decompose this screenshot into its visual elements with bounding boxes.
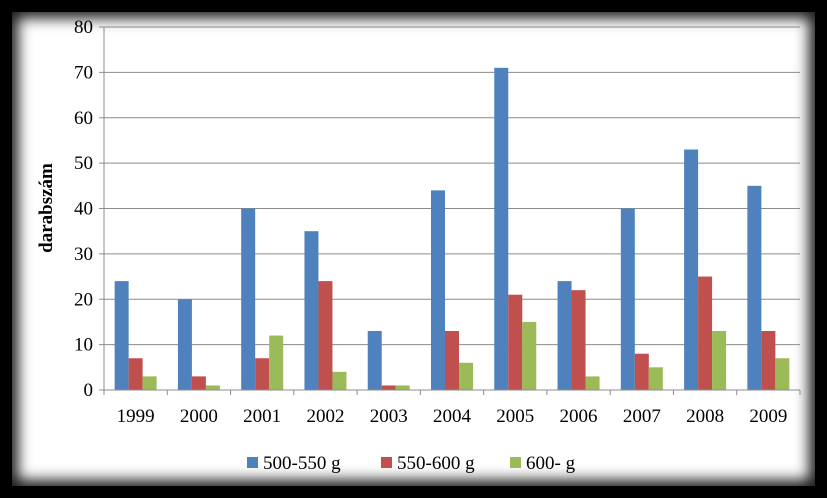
y-tick-label: 30 [74, 244, 93, 265]
bar-500-550-g [177, 299, 192, 390]
legend-item: 600- g [510, 453, 576, 474]
bars [114, 67, 790, 391]
bar-600-g [332, 371, 347, 390]
bar-550-600-g [698, 276, 713, 390]
bar-550-600-g [381, 385, 396, 390]
bar-600-g [712, 331, 727, 390]
bar-500-550-g [557, 281, 572, 390]
y-tick-label: 70 [74, 62, 93, 83]
y-tick-label: 0 [84, 380, 94, 401]
y-tick-labels: 0 10 20 30 40 50 60 70 80 [74, 17, 93, 401]
bar-550-600-g [445, 331, 459, 390]
y-tick-label: 10 [74, 335, 93, 356]
x-tick-label: 2002 [306, 406, 344, 427]
x-tick-label: 2005 [496, 406, 534, 427]
legend: 500-550 g 550-600 g 600- g [247, 453, 576, 474]
x-tick-label: 2004 [433, 406, 472, 427]
bar-550-600-g [761, 331, 776, 390]
legend-item: 550-600 g [381, 453, 475, 474]
bar-550-600-g [571, 290, 586, 390]
legend-swatch [381, 457, 392, 468]
legend-swatch [247, 457, 258, 468]
x-tick-label: 2009 [749, 406, 787, 427]
bar-500-550-g [431, 190, 445, 390]
bar-500-550-g [367, 331, 382, 390]
bar-550-600-g [191, 376, 206, 390]
bar-600-g [648, 367, 663, 390]
x-tick-label: 2001 [243, 406, 281, 427]
legend-label: 550-600 g [397, 453, 475, 474]
y-tick-label: 20 [74, 289, 93, 310]
x-tick-label: 2006 [560, 406, 598, 427]
bar-500-550-g [684, 149, 699, 390]
bar-600-g [269, 335, 284, 390]
bar-600-g [522, 321, 537, 390]
x-tick-label: 2000 [180, 406, 218, 427]
x-tick-label: 2007 [623, 406, 661, 427]
bar-600-g [205, 385, 220, 390]
y-tick-label: 80 [74, 17, 93, 38]
x-tick-label: 1999 [117, 406, 155, 427]
axes [103, 27, 801, 395]
bar-600-g [459, 362, 473, 390]
bar-550-600-g [508, 294, 523, 390]
bar-500-550-g [241, 208, 256, 390]
bar-500-550-g [747, 185, 762, 390]
bar-600-g [142, 376, 157, 390]
y-tick-label: 60 [74, 108, 93, 129]
legend-item: 500-550 g [247, 453, 341, 474]
y-tick-label: 40 [74, 199, 93, 220]
legend-swatch [510, 457, 521, 468]
x-tick-label: 2003 [370, 406, 408, 427]
legend-label: 600- g [526, 453, 576, 474]
bar-500-550-g [620, 208, 635, 390]
bar-550-600-g [255, 358, 270, 390]
bar-550-600-g [128, 358, 143, 390]
x-tick-labels: 1999 2000 2001 2002 2003 2004 2005 2006 2007 2008… [117, 406, 788, 427]
bar-550-600-g [634, 353, 649, 390]
chart-panel [12, 12, 815, 486]
bar-550-600-g [318, 281, 333, 390]
y-axis-label: darabszám [36, 163, 57, 253]
bar-600-g [775, 358, 790, 390]
legend-label: 500-550 g [263, 453, 341, 474]
bar-600-g [585, 376, 600, 390]
bar-600-g [395, 385, 410, 390]
bar-500-550-g [304, 231, 319, 390]
x-tick-label: 2008 [686, 406, 724, 427]
y-tick-label: 50 [74, 153, 93, 174]
bar-500-550-g [114, 281, 129, 390]
bar-500-550-g [494, 67, 509, 391]
